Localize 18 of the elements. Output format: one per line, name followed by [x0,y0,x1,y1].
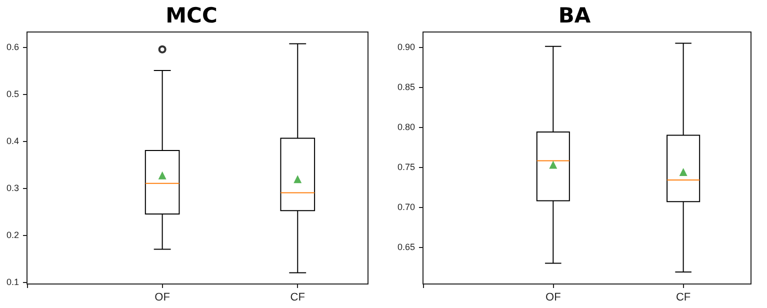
x-tick-label: OF [154,292,170,304]
y-tick-label: 0.4 [6,136,19,146]
x-tick-label: CF [290,292,306,304]
chart-title: MCC [166,4,218,28]
x-tick-label: OF [546,292,562,304]
y-tick-label: 0.1 [6,277,19,288]
y-tick-label: 0.3 [6,183,19,194]
y-tick-label: 0.65 [397,242,415,252]
y-tick-label: 0.90 [397,42,415,52]
y-tick-label: 0.85 [397,82,415,92]
y-tick-label: 0.2 [6,230,19,240]
y-tick-label: 0.6 [6,42,19,52]
y-tick-label: 0.75 [397,162,415,172]
x-tick-label: CF [676,292,691,304]
y-tick-label: 0.5 [6,89,19,100]
y-tick-label: 0.80 [397,122,415,132]
y-tick-label: 0.70 [397,202,415,212]
chart-title: BA [558,4,592,28]
